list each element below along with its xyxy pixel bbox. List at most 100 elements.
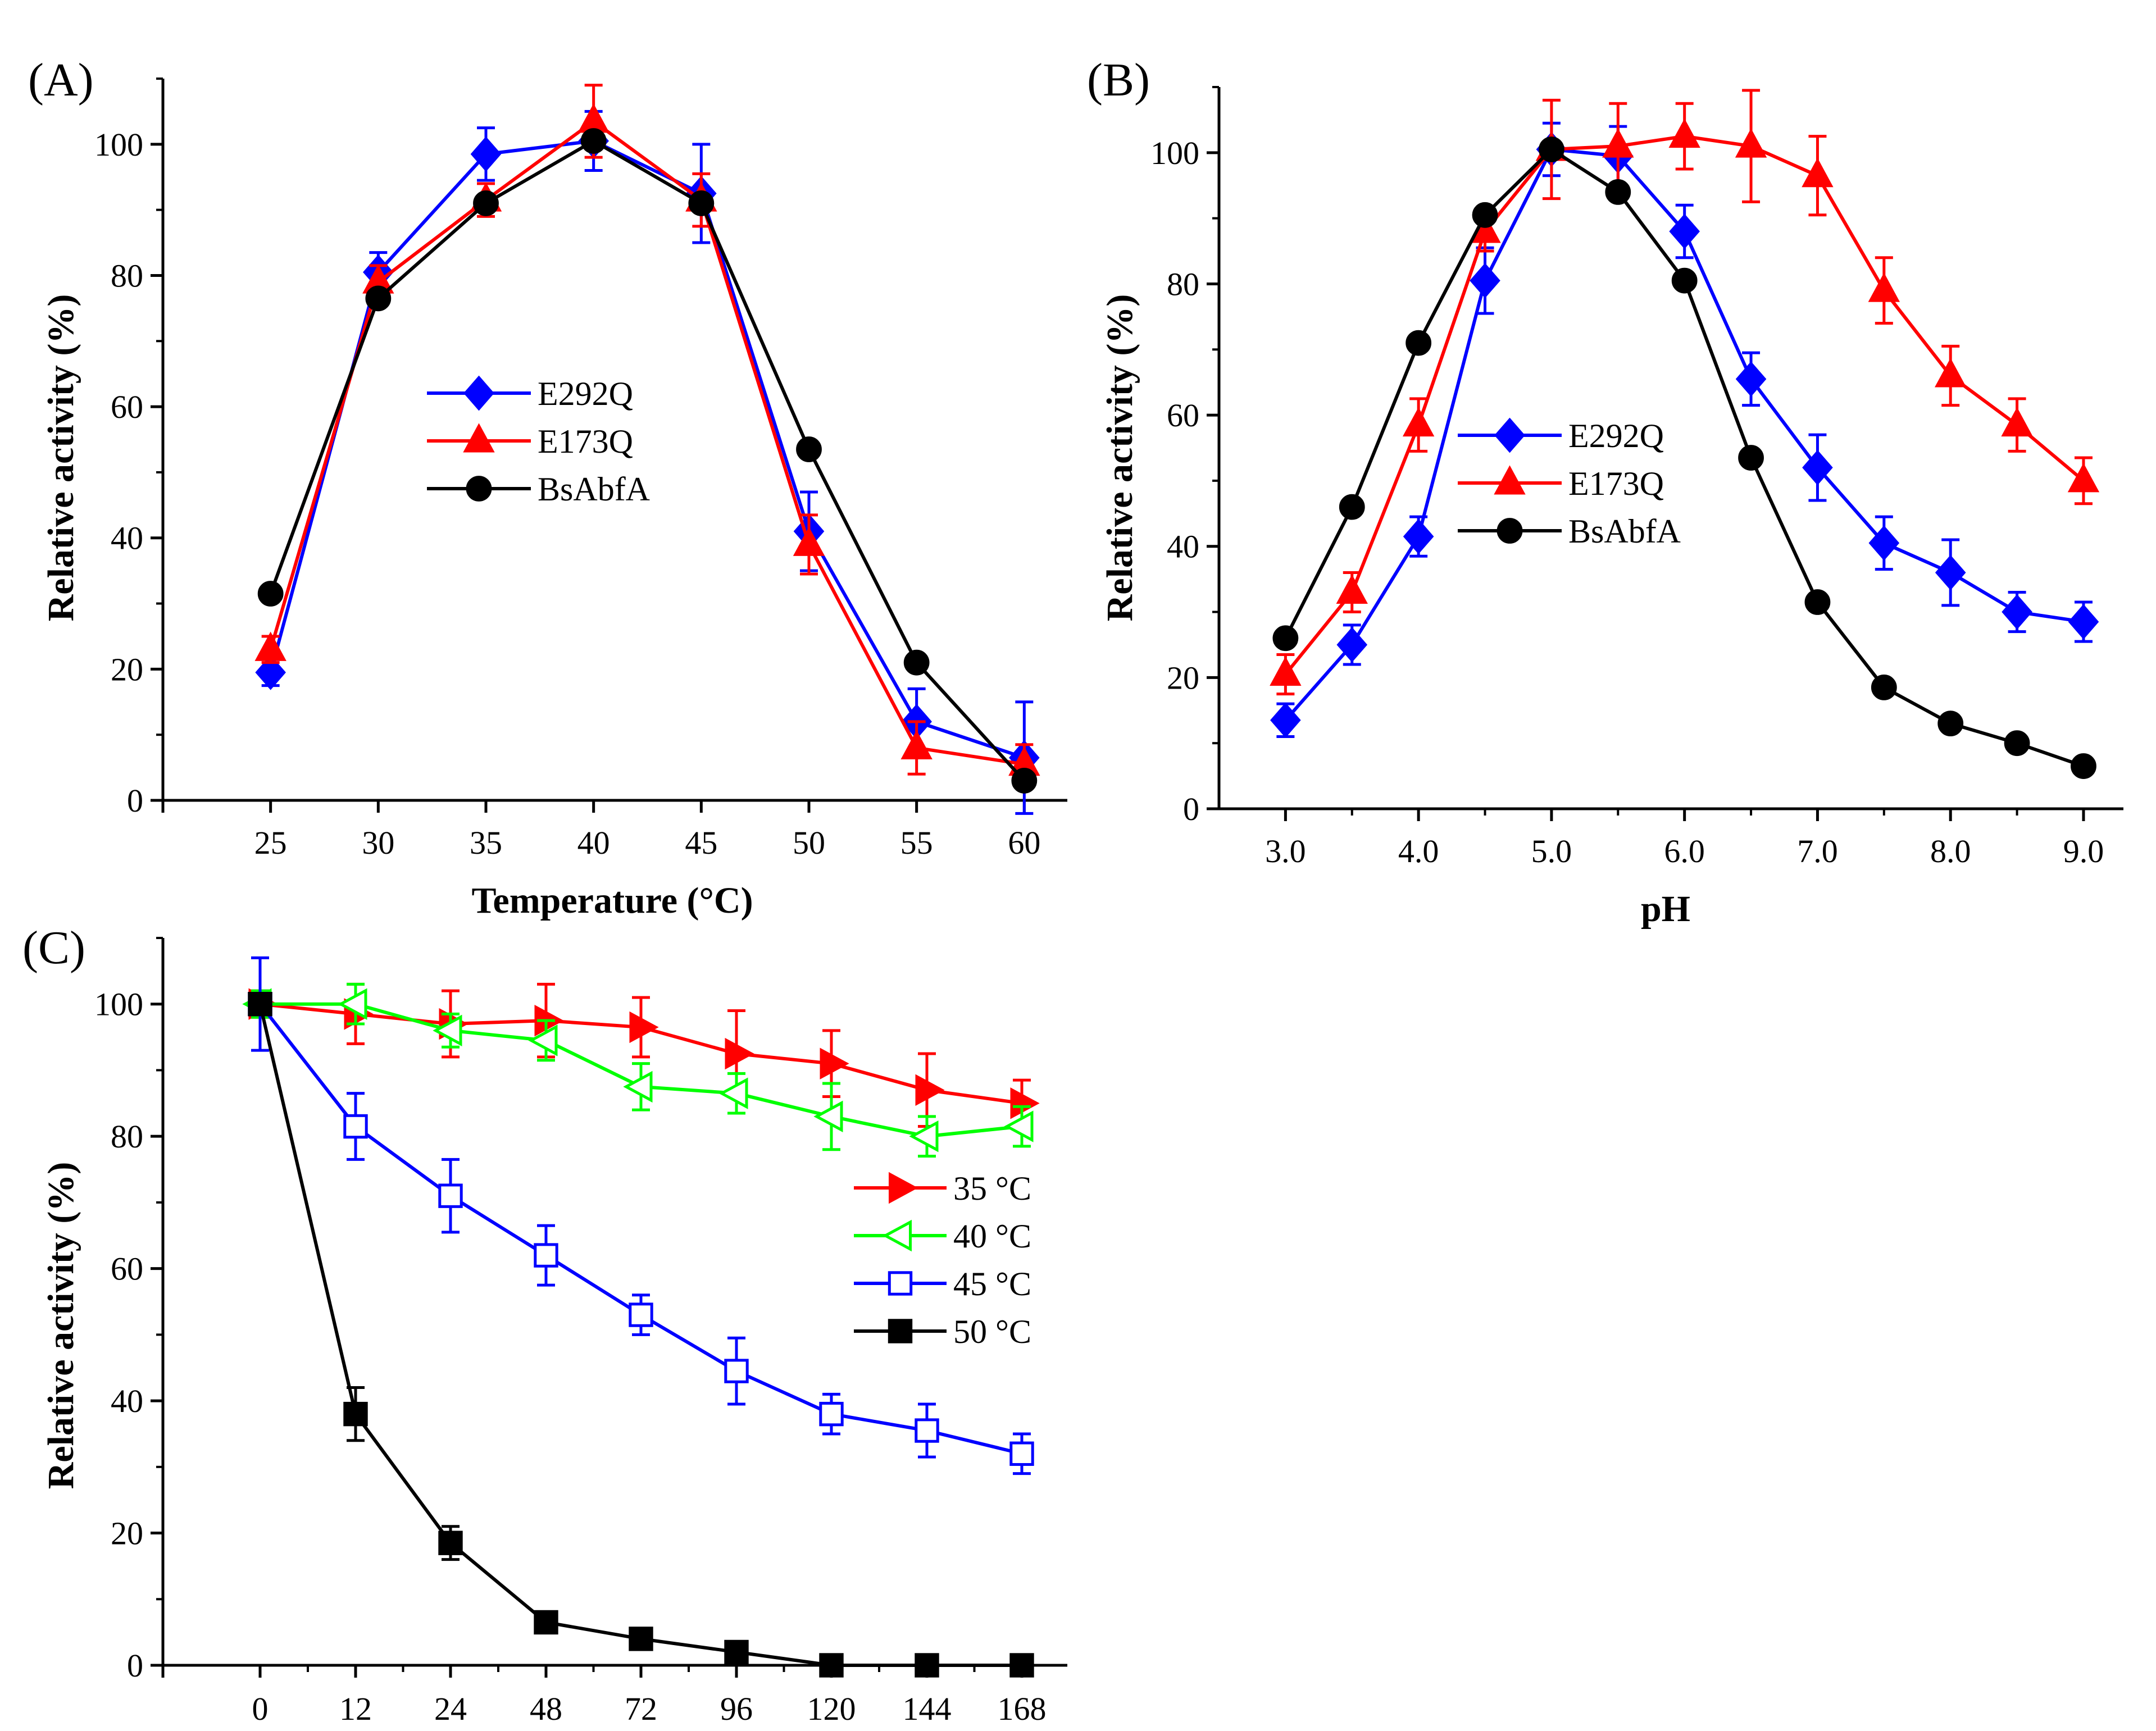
panel-b-x-tick-label: 7.0 xyxy=(1797,833,1838,869)
data-point xyxy=(1871,674,1897,700)
panel-a-label: (A) xyxy=(28,54,94,106)
legend-marker xyxy=(1497,518,1523,544)
panel-b-label: (B) xyxy=(1087,54,1150,106)
legend-marker xyxy=(463,423,495,453)
data-point xyxy=(1009,1441,1034,1466)
panel-a-y-axis-title: Relative activity (%) xyxy=(40,294,81,622)
data-point xyxy=(1868,272,1900,302)
panel-a-x-tick-label: 40 xyxy=(577,824,610,861)
series-line xyxy=(269,139,1026,782)
panel-b-y-tick-label: 60 xyxy=(1167,397,1199,434)
data-point xyxy=(1011,768,1038,794)
data-point xyxy=(1671,267,1698,294)
panel-b: (B) Relative activity (%) pH 0 20 40 60 80 10… xyxy=(1087,54,2123,930)
data-point xyxy=(819,1401,844,1427)
panel-b-x-tick-label: 6.0 xyxy=(1664,833,1705,869)
panel-b-y-tick-label: 0 xyxy=(1183,791,1199,827)
panel-c-series-40-c xyxy=(242,982,1034,1158)
legend-label: E173Q xyxy=(538,423,633,460)
data-point xyxy=(534,1243,558,1268)
data-point xyxy=(900,730,933,760)
data-point xyxy=(338,988,367,1020)
data-point xyxy=(1668,118,1700,148)
data-point xyxy=(1336,574,1368,604)
data-point xyxy=(1937,710,1964,737)
panel-b-series-bsabfa xyxy=(1272,136,2096,779)
data-point xyxy=(2071,753,2096,779)
legend-label: E292Q xyxy=(538,375,633,412)
data-point xyxy=(629,1011,659,1044)
data-point xyxy=(915,1653,939,1678)
panel-b-x-tick-label: 3.0 xyxy=(1265,833,1306,869)
data-point xyxy=(1735,128,1767,158)
data-point xyxy=(534,1610,558,1635)
data-point xyxy=(820,1047,849,1079)
data-point xyxy=(433,1014,462,1047)
panel-a-plot-area: 0 20 40 60 80 100 25 30 35 40 45 50 55 60 E292Q E173Q Bs… xyxy=(94,78,1067,861)
data-point xyxy=(688,190,715,216)
panel-c-x-tick-label: 120 xyxy=(807,1691,856,1727)
data-point xyxy=(1738,445,1764,471)
panel-a-y-tick-label: 100 xyxy=(94,126,143,163)
data-point xyxy=(915,1418,939,1443)
data-point xyxy=(1470,263,1500,299)
data-point xyxy=(718,1077,748,1109)
panel-a-x-axis-title: Temperature (°C) xyxy=(471,880,753,921)
data-point xyxy=(813,1100,843,1133)
data-point xyxy=(725,1037,754,1070)
data-point xyxy=(1403,518,1434,554)
data-point xyxy=(343,1401,368,1427)
panel-b-y-tick-label: 80 xyxy=(1167,266,1199,302)
data-point xyxy=(255,654,286,690)
data-point xyxy=(1539,136,1564,162)
panel-a-x-tick-label: 50 xyxy=(793,824,825,861)
panel-c-series-50-c xyxy=(248,992,1034,1678)
data-point xyxy=(1406,330,1432,356)
data-point xyxy=(580,128,607,154)
panel-c-x-tick-label: 168 xyxy=(998,1691,1047,1727)
legend-marker xyxy=(888,1271,913,1296)
panel-c-y-tick-label: 0 xyxy=(127,1647,143,1684)
data-point xyxy=(796,436,822,462)
panel-b-plot-area: 0 20 40 60 80 100 3.0 4.0 5.0 6.0 7.0 8.0 9.0 E292Q E1… xyxy=(1150,86,2123,869)
legend-marker xyxy=(889,1172,918,1204)
panel-c-y-tick-label: 60 xyxy=(111,1251,143,1287)
panel-b-y-tick-label: 20 xyxy=(1167,659,1199,696)
panel-c-series-45-c xyxy=(248,956,1034,1475)
panel-a-x-tick-label: 25 xyxy=(254,824,287,861)
panel-a-x-tick-label: 30 xyxy=(362,824,394,861)
data-point xyxy=(1802,158,1834,188)
panel-a-legend: E292Q E173Q BsAbfA xyxy=(427,375,650,508)
data-point xyxy=(1270,702,1301,738)
data-point xyxy=(724,1639,749,1665)
data-point xyxy=(1935,358,1967,388)
panel-c-x-tick-label: 12 xyxy=(339,1691,372,1727)
panel-a-x-tick-label: 45 xyxy=(685,824,717,861)
legend-marker xyxy=(1494,465,1526,495)
panel-b-x-tick-label: 8.0 xyxy=(1930,833,1971,869)
panel-b-x-tick-label: 9.0 xyxy=(2063,833,2104,869)
panel-c-x-tick-label: 96 xyxy=(720,1691,753,1727)
panel-b-y-tick-label: 40 xyxy=(1167,529,1199,565)
data-point xyxy=(365,285,392,312)
panel-a-y-tick-label: 40 xyxy=(111,520,143,557)
data-point xyxy=(629,1627,653,1651)
data-point xyxy=(1010,1087,1040,1119)
legend-label: 45 °C xyxy=(953,1265,1031,1302)
panel-b-x-tick-label: 5.0 xyxy=(1531,833,1572,869)
data-point xyxy=(1402,407,1435,437)
data-point xyxy=(1472,202,1498,228)
panel-a-y-tick-label: 0 xyxy=(127,782,143,819)
panel-c-y-tick-label: 40 xyxy=(111,1383,143,1419)
legend-marker xyxy=(463,375,494,411)
data-point xyxy=(1605,179,1631,205)
panel-b-y-axis-title: Relative activity (%) xyxy=(1099,294,1140,622)
data-point xyxy=(1339,494,1365,520)
data-point xyxy=(903,649,930,676)
data-point xyxy=(1270,656,1302,686)
data-point xyxy=(257,581,284,607)
data-point xyxy=(2002,594,2032,630)
series-line xyxy=(269,139,1025,759)
data-point xyxy=(2001,407,2033,437)
